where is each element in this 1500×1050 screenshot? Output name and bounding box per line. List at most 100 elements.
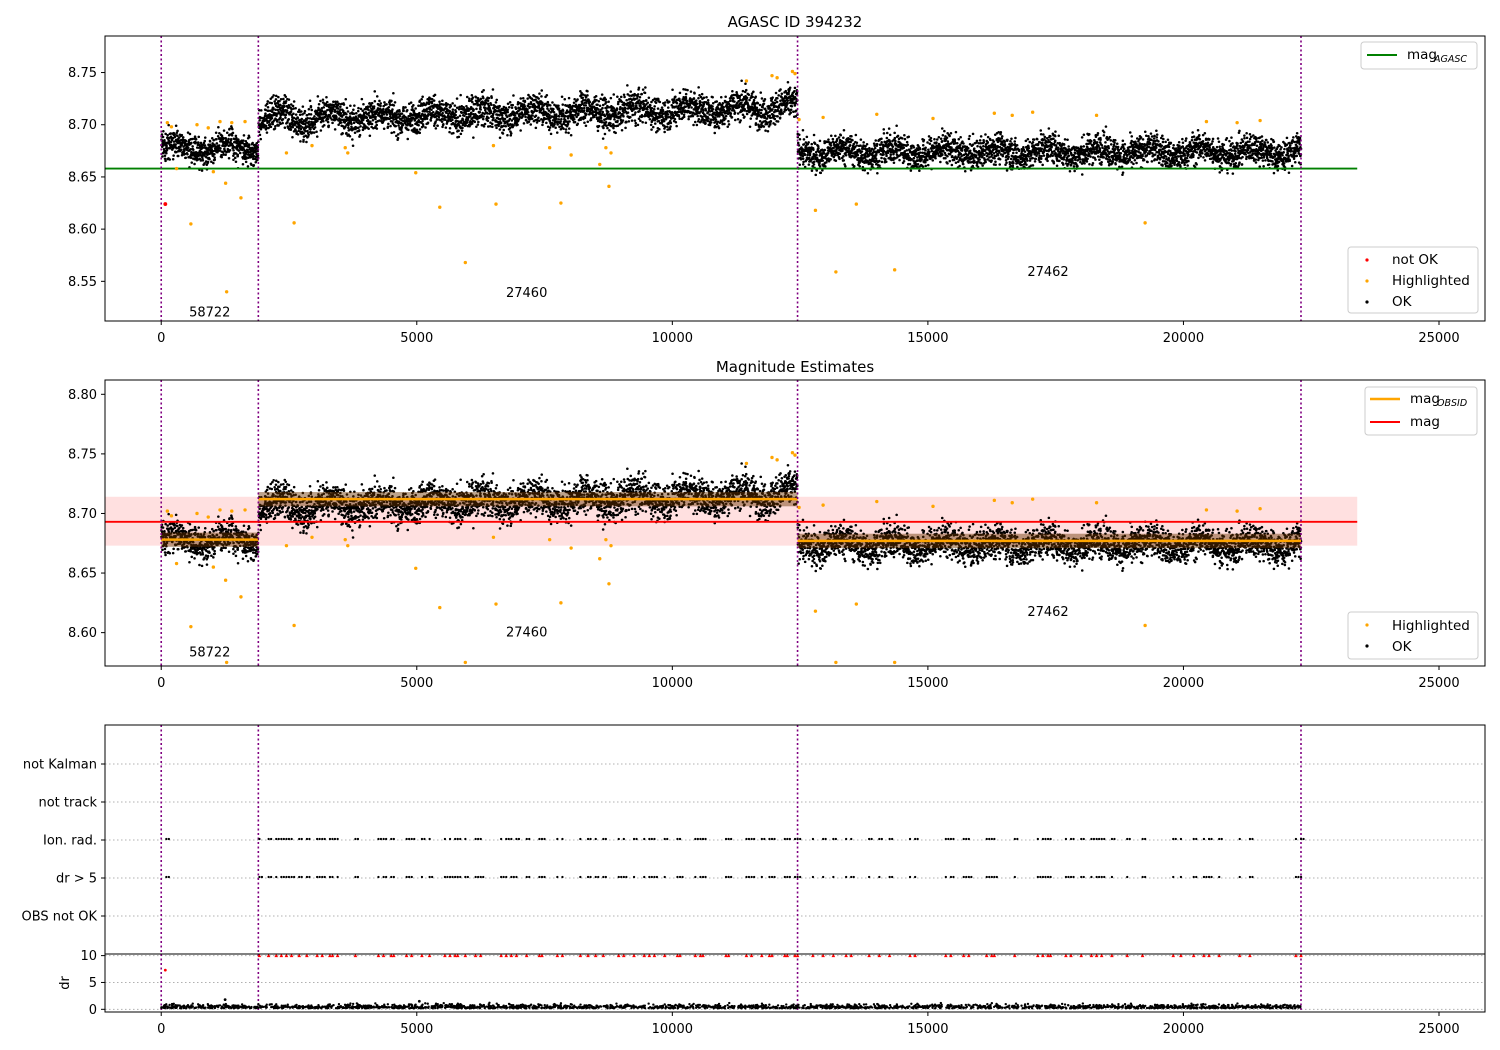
dr-clipped-marker [274,953,279,958]
dr-clipped-marker [652,953,657,958]
dr-clipped-marker [593,953,598,958]
agasc-xtick-label: 20000 [1163,331,1204,346]
agasc-panel: AGASC ID 394232 58722 27460 27462 0 5000 100… [68,13,1486,346]
dr-clipped-marker [844,953,848,958]
dr-clipped-marker [1191,953,1196,958]
dr-outlier-point [163,968,167,972]
agasc-obsid-label: 27462 [1027,265,1068,280]
dr-clipped-marker [560,953,565,958]
dr-clipped-marker [537,953,542,958]
highlighted-point [770,455,774,460]
legend-highlighted-2: Highlighted [1392,618,1470,634]
dr-clipped-marker [1069,953,1073,958]
dr-clipped-marker [1237,953,1242,958]
dr-clipped-marker [555,953,560,958]
legend-ok-2: OK [1392,639,1413,655]
highlighted-point [223,181,228,185]
highlighted-point [744,461,749,466]
legend-mag-agasc-subscript: AGASC [1433,54,1467,65]
highlighted-point [224,290,229,294]
highlighted-point [813,609,818,613]
dr-outlier-point [417,999,421,1003]
highlighted-point [813,208,818,213]
legend-not-ok: not OK [1392,252,1439,268]
magnitude-reference-lines [105,492,1358,549]
highlighted-point [211,565,216,569]
highlighted-point [790,450,795,455]
dr-clipped-marker [821,953,825,958]
highlighted-point [218,508,222,512]
legend-mag-obsid-subscript: OBSID [1437,398,1467,409]
dr-clipped-marker [297,953,302,958]
dr-clipped-marker [335,953,340,958]
highlighted-point [414,171,418,175]
magnitude-obsid-label: 27460 [506,625,547,640]
highlighted-point [1010,113,1014,118]
dr-clipped-marker [831,953,836,958]
dr-clipped-marker [749,953,754,958]
highlighted-point [992,498,997,503]
highlighted-point [491,143,496,148]
dr-clipped-marker [949,953,953,958]
highlighted-point [206,126,210,130]
highlighted-point [834,270,838,274]
highlighted-point [821,115,825,120]
dr-clipped-marker [1035,953,1040,958]
dr-clipped-marker [504,953,509,958]
dr-clipped-marker [698,953,703,958]
dr-clipped-marker [647,953,652,958]
dr-clipped-marker [662,953,667,958]
highlighted-point [598,162,602,167]
highlighted-point [239,595,243,599]
dr-clipped-marker [1094,953,1099,958]
highlighted-point [604,537,608,542]
highlighted-point [931,116,935,121]
highlighted-point [195,123,199,127]
dr-clipped-marker [381,953,386,958]
highlighted-point [775,76,779,80]
magnitude-ytick-label: 8.75 [68,447,97,462]
highlighted-point [992,111,997,115]
highlighted-point [174,166,179,171]
highlighted-point [744,79,749,83]
dr-clipped-marker [1089,953,1094,958]
dr-clipped-marker [849,953,854,958]
flags-panel: OBS not OK dr > 5 Ion. rad. not track not Ka… [22,724,1486,955]
highlighted-point [223,578,228,582]
highlighted-point [559,601,563,605]
magnitude-highlighted-points [165,450,1262,665]
agasc-xtick-label: 5000 [400,331,433,346]
dr-panel: 0 5000 10000 15000 20000 25000 0 5 10 dr [58,949,1486,1037]
dr-clipped-marker [1125,953,1130,958]
dr-clipped-marker [391,953,396,958]
highlighted-point [463,660,468,665]
dr-clipped-marker [961,953,966,958]
agasc-obsid-boundaries [160,36,1302,321]
highlighted-point [224,660,229,665]
highlighted-point [174,561,179,566]
dr-clipped-marker [478,953,483,958]
agasc-xtick-label: 25000 [1418,331,1459,346]
legend-ok: OK [1392,294,1413,310]
highlighted-point [206,515,210,519]
dr-clipped-marker [1140,953,1145,958]
agasc-plot-frame [104,35,1486,322]
highlighted-point [892,268,897,272]
dr-ytick-label: 0 [89,1003,97,1018]
dr-clipped-marker [1046,953,1050,958]
dr-clipped-marker [257,953,262,958]
highlighted-point [1204,119,1209,124]
dr-clipped-marker [1171,953,1176,958]
highlighted-point [463,260,468,265]
highlighted-point [821,503,825,507]
dr-obsid-boundaries [160,954,1302,1012]
highlighted-point [491,535,496,539]
highlighted-point [875,112,879,116]
dr-clipped-marker [376,953,381,958]
highlighted-point [793,453,797,457]
highlighted-point [607,184,611,189]
not-ok-point [163,202,168,206]
magnitude-xtick-label: 5000 [400,676,433,691]
dr-clipped-marker [427,953,432,958]
dr-clipped-marker [678,953,682,958]
